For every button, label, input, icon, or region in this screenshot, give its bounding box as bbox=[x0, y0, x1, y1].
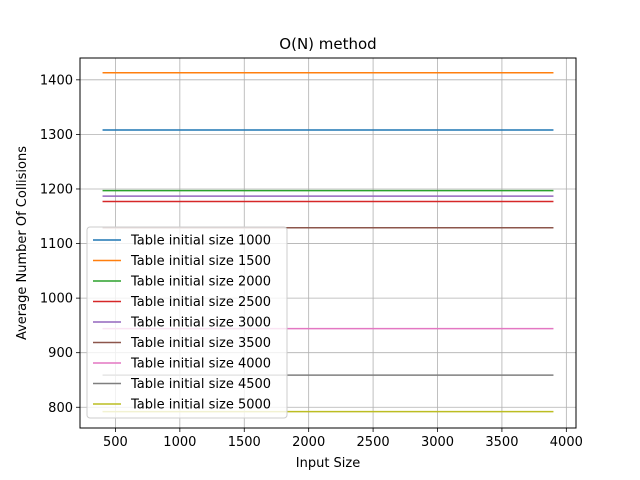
x-tick-label: 2000 bbox=[292, 435, 325, 450]
plot-frame bbox=[79, 57, 577, 429]
x-tick-label: 4000 bbox=[550, 435, 583, 450]
x-tick-label: 3500 bbox=[485, 435, 518, 450]
chart-title: O(N) method bbox=[279, 35, 376, 53]
legend-entry: Table initial size 2500 bbox=[130, 295, 271, 310]
y-tick-label: 1000 bbox=[40, 292, 73, 307]
x-tick-label: 3000 bbox=[421, 435, 454, 450]
ticks: 500 1000 1500 2000 2500 3000 3500 4000 800 900 100… bbox=[40, 73, 583, 450]
legend-entry: Table initial size 5000 bbox=[130, 398, 271, 413]
legend-entry: Table initial size 2000 bbox=[130, 275, 271, 290]
x-tick-label: 1500 bbox=[228, 435, 261, 450]
y-axis-label: Average Number Of Collisions bbox=[15, 146, 30, 340]
legend-entry: Table initial size 4500 bbox=[130, 377, 271, 392]
x-tick-label: 500 bbox=[103, 435, 128, 450]
legend-entry: Table initial size 3000 bbox=[130, 316, 271, 331]
x-tick-label: 1000 bbox=[163, 435, 196, 450]
y-tick-label: 1400 bbox=[40, 73, 73, 88]
legend: Table initial size 1000 Table initial siz… bbox=[86, 226, 288, 419]
legend-entry: Table initial size 4000 bbox=[130, 357, 271, 372]
legend-entry: Table initial size 1000 bbox=[130, 234, 271, 249]
x-tick-label: 2500 bbox=[357, 435, 390, 450]
y-tick-label: 1200 bbox=[40, 182, 73, 197]
y-tick-label: 1100 bbox=[40, 237, 73, 252]
x-axis-label: Input Size bbox=[296, 456, 360, 471]
y-tick-label: 800 bbox=[48, 401, 73, 416]
legend-entry: Table initial size 1500 bbox=[130, 254, 271, 269]
legend-box bbox=[86, 226, 288, 419]
y-tick-label: 1300 bbox=[40, 128, 73, 143]
legend-entry: Table initial size 3500 bbox=[130, 336, 271, 351]
y-tick-label: 900 bbox=[48, 346, 73, 361]
